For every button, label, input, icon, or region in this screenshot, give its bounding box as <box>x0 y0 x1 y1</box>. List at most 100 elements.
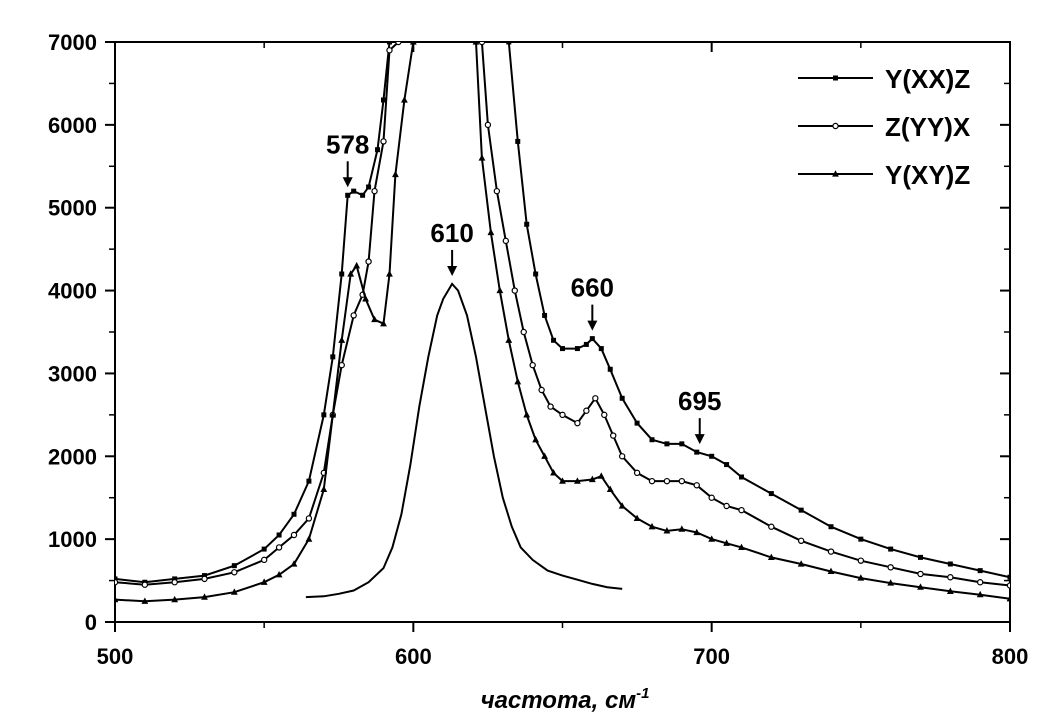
data-point-y-xy-z <box>487 228 495 236</box>
data-point-y-xy-z <box>663 527 671 534</box>
data-point-z-yy-x <box>529 361 536 369</box>
annotation-arrowhead <box>342 177 353 188</box>
data-point-y-xy-z <box>353 261 361 269</box>
data-point-y-xy-z <box>1006 595 1010 602</box>
legend-marker <box>832 122 839 130</box>
data-point-z-yy-x <box>592 395 599 402</box>
legend: Y(XX)Z Z(YY)X Y(XY)Z <box>798 64 971 190</box>
data-point-y-xy-z <box>505 336 513 343</box>
series-line-peak-610 <box>305 282 623 599</box>
annotation-label: 695 <box>678 386 721 416</box>
data-point-z-yy-x <box>371 187 378 195</box>
data-point-y-xx-z <box>739 474 744 480</box>
data-point-y-xx-z <box>1007 574 1010 580</box>
y-tick-label: 1000 <box>48 527 97 552</box>
data-point-z-yy-x <box>738 506 745 514</box>
data-point-z-yy-x <box>171 579 178 586</box>
data-point-z-yy-x <box>380 138 387 145</box>
data-point-y-xx-z <box>386 42 392 45</box>
data-point-z-yy-x <box>275 544 283 551</box>
x-axis-title-superscript: -1 <box>636 685 649 702</box>
data-point-y-xy-z <box>362 295 369 302</box>
legend-label: Y(XY)Z <box>885 160 970 190</box>
data-point-z-yy-x <box>857 557 865 564</box>
data-point-z-yy-x <box>502 237 510 245</box>
data-point-y-xy-z <box>633 514 641 522</box>
data-point-z-yy-x <box>708 494 715 501</box>
data-point-y-xx-z <box>330 354 336 360</box>
data-point-z-yy-x <box>559 411 566 419</box>
annotation-arrowhead <box>447 265 458 276</box>
data-point-y-xy-z <box>827 567 835 575</box>
series-line-z-yy-x <box>115 42 1010 587</box>
data-point-y-xy-z <box>606 485 614 493</box>
data-point-y-xx-z <box>172 576 178 582</box>
plot-border <box>114 41 1011 623</box>
data-point-z-yy-x <box>618 453 626 460</box>
data-point-y-xy-z <box>523 411 531 418</box>
data-point-z-yy-x <box>693 482 700 489</box>
data-point-y-xx-z <box>947 561 953 567</box>
data-point-y-xy-z <box>478 154 486 161</box>
legend-marker <box>833 75 838 81</box>
data-point-y-xx-z <box>339 271 345 277</box>
data-point-y-xy-z <box>472 42 480 45</box>
data-point-y-xx-z <box>506 42 512 45</box>
data-point-z-yy-x <box>768 523 775 530</box>
data-point-y-xy-z <box>514 377 522 385</box>
series-layer <box>115 42 1010 604</box>
data-point-z-yy-x <box>395 42 402 46</box>
data-point-z-yy-x <box>290 531 298 539</box>
data-point-z-yy-x <box>484 121 492 129</box>
data-point-z-yy-x <box>511 287 518 294</box>
data-point-y-xx-z <box>798 507 804 513</box>
data-point-z-yy-x <box>350 312 357 319</box>
series-clip-group <box>115 42 1010 604</box>
data-point-y-xy-z <box>708 535 716 542</box>
data-point-y-xy-z <box>946 587 954 594</box>
data-point-y-xx-z <box>589 336 595 342</box>
data-point-z-yy-x <box>305 515 313 522</box>
data-point-z-yy-x <box>386 47 393 54</box>
data-point-z-yy-x <box>610 432 617 439</box>
data-point-z-yy-x <box>797 537 805 545</box>
data-point-y-xx-z <box>858 536 864 542</box>
data-point-y-xx-z <box>345 192 351 198</box>
data-point-y-xx-z <box>918 554 923 560</box>
data-point-y-xy-z <box>275 570 283 578</box>
data-point-y-xy-z <box>559 477 566 484</box>
data-point-z-yy-x <box>976 579 984 586</box>
y-tick-label: 4000 <box>48 279 97 304</box>
data-point-y-xx-z <box>360 192 366 198</box>
data-point-y-xy-z <box>857 574 865 581</box>
data-point-y-xx-z <box>679 441 685 447</box>
data-point-z-yy-x <box>947 574 954 581</box>
data-point-y-xy-z <box>574 477 581 484</box>
data-point-y-xx-z <box>524 221 530 227</box>
legend-marker <box>832 170 839 177</box>
data-point-z-yy-x <box>231 569 238 576</box>
annotation-arrowhead <box>587 320 598 331</box>
data-point-y-xy-z <box>496 286 504 294</box>
data-point-y-xx-z <box>634 420 640 426</box>
data-point-z-yy-x <box>141 581 149 588</box>
data-point-z-yy-x <box>115 579 119 586</box>
x-axis-title: частота, см-1 <box>481 685 650 714</box>
data-point-y-xx-z <box>202 573 207 579</box>
data-point-z-yy-x <box>887 564 894 571</box>
data-point-z-yy-x <box>538 386 545 394</box>
data-point-y-xy-z <box>618 502 626 509</box>
data-point-y-xx-z <box>306 478 312 484</box>
data-point-y-xx-z <box>724 462 730 468</box>
data-point-y-xx-z <box>261 546 267 552</box>
data-point-z-yy-x <box>365 258 372 265</box>
annotation-label: 610 <box>430 218 473 248</box>
data-point-y-xx-z <box>607 366 613 372</box>
data-point-y-xx-z <box>649 437 655 443</box>
x-tick-label: 700 <box>693 644 730 669</box>
data-point-y-xy-z <box>201 593 208 600</box>
data-point-z-yy-x <box>1006 582 1010 589</box>
data-point-y-xx-z <box>619 395 625 401</box>
data-point-y-xy-z <box>723 539 730 546</box>
data-point-y-xy-z <box>329 411 337 418</box>
